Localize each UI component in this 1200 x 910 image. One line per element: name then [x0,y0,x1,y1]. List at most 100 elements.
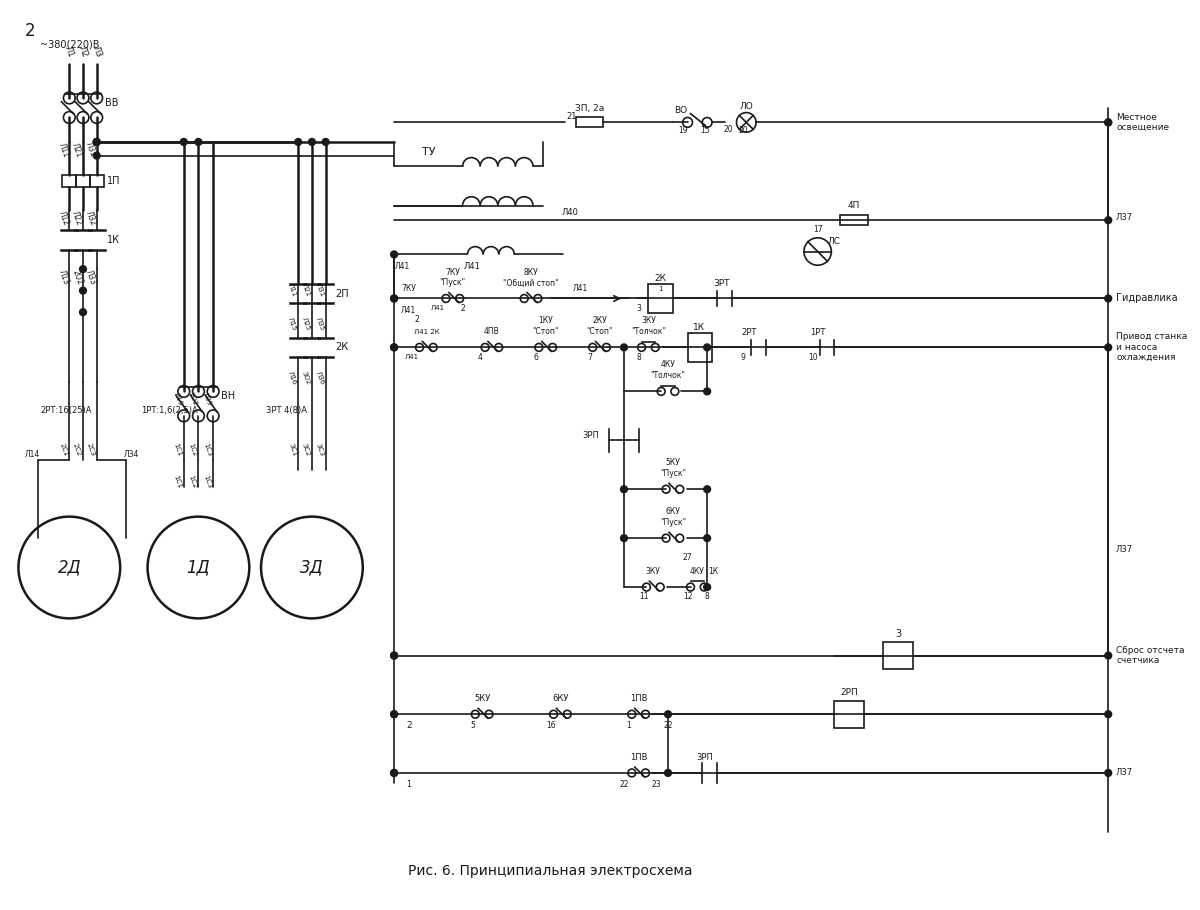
Circle shape [703,388,710,395]
Circle shape [1105,770,1111,776]
Text: 11: 11 [638,592,648,602]
Circle shape [94,152,100,159]
Circle shape [391,295,397,302]
Text: Л32: Л32 [84,209,97,227]
Text: 3РП: 3РП [583,431,600,440]
Text: 6КУ: 6КУ [666,507,680,516]
Text: 2РТ:16(25)А: 2РТ:16(25)А [41,407,92,416]
Text: Л15: Л15 [287,317,298,331]
Text: Гидравлика: Гидравлика [1116,294,1177,303]
Text: ЛО: ЛО [739,102,754,111]
Text: Л33: Л33 [84,268,97,286]
Text: 3: 3 [895,629,901,639]
Text: 3РП: 3РП [697,753,714,762]
Circle shape [79,266,86,273]
Text: 3КУ: 3КУ [641,317,656,326]
Text: Л14: Л14 [24,450,40,459]
Text: 1К: 1К [107,235,120,245]
Text: "Стоп": "Стоп" [587,328,613,336]
Circle shape [620,486,628,492]
Text: 5КУ: 5КУ [666,459,680,468]
Circle shape [391,770,397,776]
Text: Л12: Л12 [56,209,71,227]
Bar [648,284,673,313]
Circle shape [79,288,86,294]
Text: 15: 15 [701,126,710,135]
Text: 2: 2 [24,23,35,40]
Text: 1К: 1К [708,567,718,576]
Text: Л25: Л25 [301,317,311,331]
Text: 2: 2 [460,304,464,313]
Text: 5КУ: 5КУ [474,694,491,703]
Circle shape [620,535,628,541]
Text: 7КУ: 7КУ [445,268,461,277]
Text: 2О2: 2О2 [187,391,198,407]
Text: 4: 4 [478,353,482,361]
Bar [62,176,76,187]
Bar [883,642,912,669]
Text: 21: 21 [566,112,577,121]
Text: 2К: 2К [654,275,666,283]
Circle shape [703,583,710,591]
Text: 2КУ: 2КУ [592,317,607,326]
Circle shape [94,138,100,146]
Circle shape [620,344,628,351]
Text: 4КУ: 4КУ [660,360,676,369]
Text: 3С3: 3С3 [314,442,325,458]
Text: "Толчок": "Толчок" [650,371,685,380]
Text: 22: 22 [619,780,629,789]
Text: Л36: Л36 [314,370,325,386]
Text: 12: 12 [683,592,692,602]
Text: Л37: Л37 [1116,213,1133,222]
Text: Л41: Л41 [401,306,416,315]
Text: 2С2: 2С2 [72,443,83,458]
Circle shape [1105,119,1111,126]
Text: 1: 1 [626,722,631,731]
Text: Л40: Л40 [562,207,578,217]
Text: 20: 20 [738,126,748,135]
Text: 3: 3 [636,304,641,313]
Text: 8КУ: 8КУ [523,268,539,277]
Text: Л11: Л11 [287,282,298,298]
Text: Л34: Л34 [125,450,139,459]
Circle shape [665,711,672,718]
Bar [576,117,604,127]
Text: 1: 1 [658,286,662,292]
Text: Л37: Л37 [1116,545,1133,554]
Text: Л3: Л3 [90,45,103,59]
Circle shape [1105,652,1111,659]
Text: 1К: 1К [694,323,706,332]
Circle shape [391,770,397,776]
Text: 23: 23 [652,780,661,789]
Text: ТУ: ТУ [421,147,436,157]
Text: 4П: 4П [847,201,860,210]
Circle shape [1105,295,1111,302]
Bar [76,176,90,187]
Text: Л41: Л41 [404,354,419,360]
Circle shape [308,138,316,146]
Text: 1С1: 1С1 [173,474,184,489]
Text: Л16: Л16 [287,370,298,386]
Circle shape [391,295,397,302]
Text: Л21: Л21 [71,141,84,158]
Circle shape [391,711,397,718]
Text: 1РТ: 1РТ [810,329,826,338]
Text: "Общий стоп": "Общий стоп" [503,278,559,288]
Text: 4КУ: 4КУ [690,567,704,576]
Text: 2: 2 [406,722,412,731]
Text: 1РТ:1,6(2,5)А: 1РТ:1,6(2,5)А [140,407,198,416]
Text: 3С2: 3С2 [301,442,311,458]
Circle shape [391,652,397,659]
Text: 2К: 2К [335,342,348,352]
Text: Сброс отсчета
счетчика: Сброс отсчета счетчика [1116,646,1184,665]
Text: ЗП, 2а: ЗП, 2а [575,104,605,113]
Text: Л22: Л22 [71,209,84,227]
Bar [688,333,712,362]
Text: 1ПВ: 1ПВ [630,694,648,703]
Text: 2П: 2П [335,288,349,298]
Text: 7: 7 [587,353,592,361]
Text: Рис. 6. Принципиальная электросхема: Рис. 6. Принципиальная электросхема [408,864,692,878]
Text: Л11: Л11 [56,141,71,158]
Text: 3О2: 3О2 [301,370,311,386]
Text: Л31: Л31 [84,141,97,158]
